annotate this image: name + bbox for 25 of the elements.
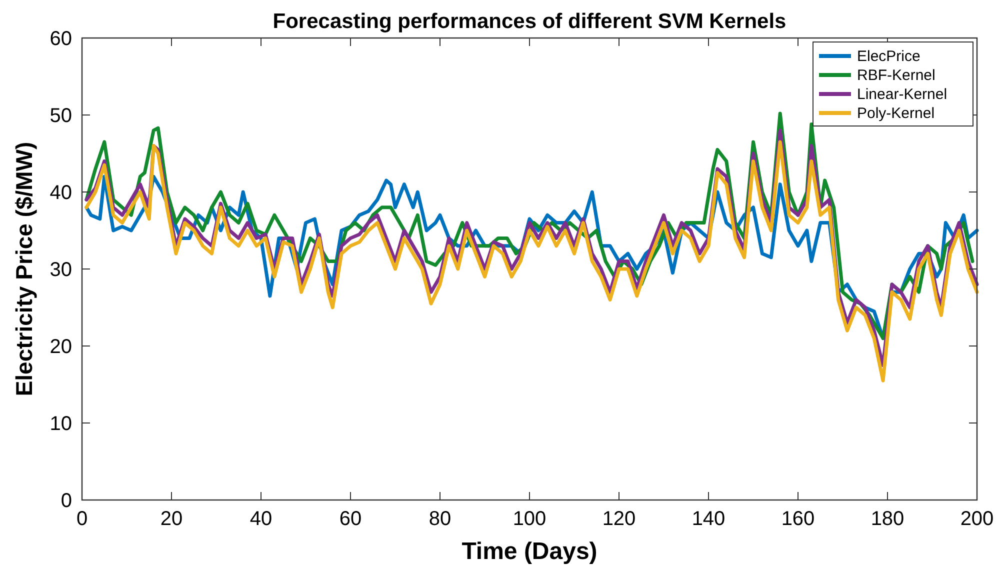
- x-tick-label: 140: [692, 508, 726, 530]
- y-tick-label: 30: [50, 259, 72, 281]
- legend-label: ElecPrice: [857, 48, 920, 65]
- x-tick-label: 180: [870, 508, 904, 530]
- x-tick-label: 40: [250, 508, 272, 530]
- y-tick-label: 0: [60, 490, 72, 512]
- y-tick-label: 40: [50, 182, 72, 204]
- y-axis-title: Electricity Price ($/MW): [11, 142, 37, 396]
- x-tick-label: 0: [76, 508, 88, 530]
- x-tick-label: 120: [602, 508, 636, 530]
- legend-label: RBF-Kernel: [857, 67, 936, 84]
- y-tick-label: 60: [50, 28, 72, 50]
- y-tick-label: 20: [50, 336, 72, 358]
- chart-title: Forecasting performances of different SVM Kernels: [272, 10, 786, 33]
- x-tick-label: 20: [160, 508, 183, 530]
- x-tick-label: 60: [339, 508, 362, 530]
- x-axis-title: Time (Days): [462, 538, 598, 565]
- legend-label: Linear-Kernel: [857, 86, 948, 103]
- x-tick-label: 80: [428, 508, 452, 530]
- legend-label: Poly-Kernel: [857, 105, 935, 122]
- x-tick-label: 160: [781, 508, 815, 530]
- x-tick-label: 200: [960, 508, 994, 530]
- y-tick-label: 10: [50, 413, 72, 435]
- y-tick-label: 50: [50, 105, 72, 127]
- x-tick-label: 100: [512, 508, 546, 530]
